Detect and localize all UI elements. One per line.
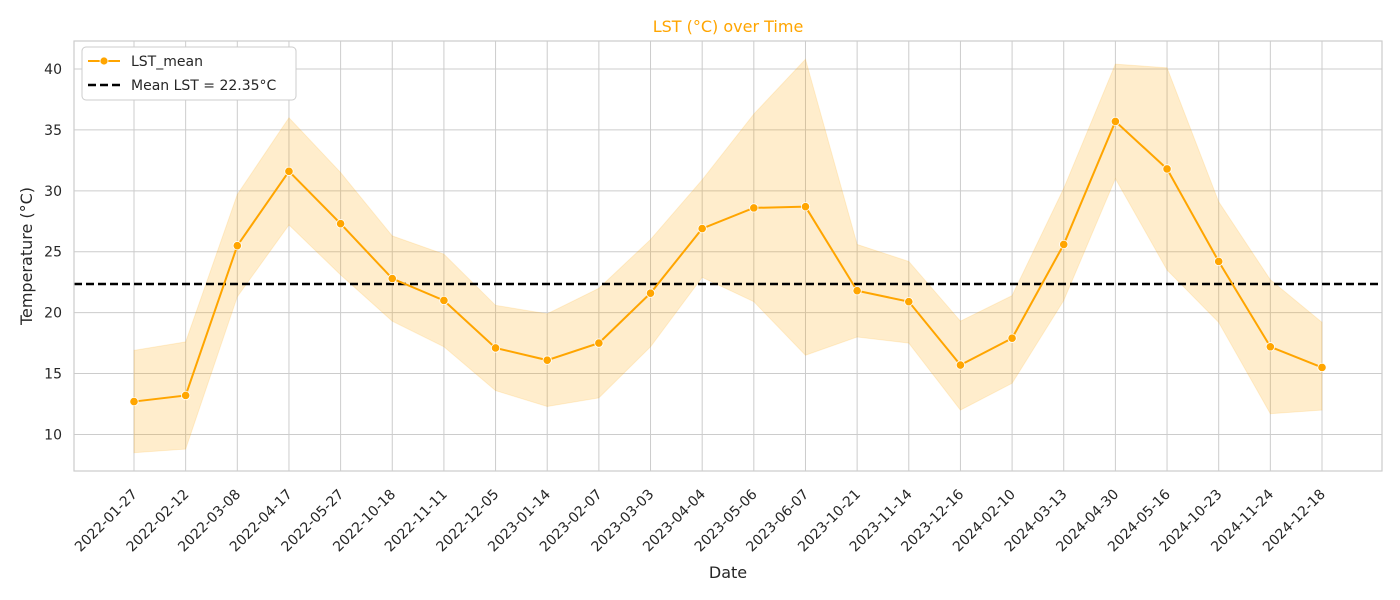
chart-title: LST (°C) over Time xyxy=(653,17,804,36)
series-line-lst-mean xyxy=(133,119,1323,403)
confidence-band-layer xyxy=(133,58,1323,454)
data-point xyxy=(387,273,397,284)
legend-marker-lst-mean xyxy=(99,56,109,66)
series-points-layer xyxy=(129,116,1327,407)
data-point xyxy=(800,202,811,212)
data-point xyxy=(490,343,501,353)
data-point xyxy=(1059,239,1069,250)
data-point xyxy=(1110,116,1120,126)
data-point xyxy=(1317,362,1327,373)
data-point xyxy=(336,219,346,229)
confidence-band xyxy=(133,58,1323,454)
legend-entry-lst-mean: LST_mean xyxy=(131,54,203,70)
y-tick-label: 15 xyxy=(44,367,62,383)
legend-box xyxy=(81,46,297,101)
x-axis-label: Date xyxy=(709,563,747,582)
data-point xyxy=(284,166,294,176)
y-tick-label: 25 xyxy=(44,245,62,261)
data-point xyxy=(1162,164,1172,174)
y-axis-label: Temperature (°C) xyxy=(17,187,36,326)
grid xyxy=(74,41,1382,471)
data-point xyxy=(594,338,604,348)
legend-entry-mean-lst: Mean LST = 22.35°C xyxy=(131,78,277,94)
y-tick-label: 30 xyxy=(44,184,62,200)
data-point xyxy=(439,295,449,306)
data-point xyxy=(1214,256,1224,267)
data-point xyxy=(697,223,707,234)
x-tick-labels: 2022-01-272022-02-122022-03-082022-04-17… xyxy=(72,486,1329,555)
y-tick-label: 10 xyxy=(44,427,62,443)
data-point xyxy=(181,390,191,401)
data-point xyxy=(1265,342,1275,352)
plot-frame xyxy=(73,40,1383,472)
data-point xyxy=(904,297,914,307)
data-point xyxy=(542,355,552,365)
series-line-layer xyxy=(133,119,1323,403)
data-point xyxy=(129,396,139,407)
data-point xyxy=(749,203,759,213)
data-point xyxy=(955,360,966,370)
data-point xyxy=(645,288,656,298)
data-point xyxy=(232,241,242,251)
y-tick-label: 40 xyxy=(44,62,62,78)
y-tick-label: 35 xyxy=(44,123,62,139)
data-point xyxy=(852,286,862,296)
legend: LST_mean Mean LST = 22.35°C xyxy=(81,46,297,101)
y-tick-labels: 10 15 20 25 30 35 40 xyxy=(44,62,62,443)
y-tick-label: 20 xyxy=(44,306,62,322)
data-point xyxy=(1007,333,1017,343)
